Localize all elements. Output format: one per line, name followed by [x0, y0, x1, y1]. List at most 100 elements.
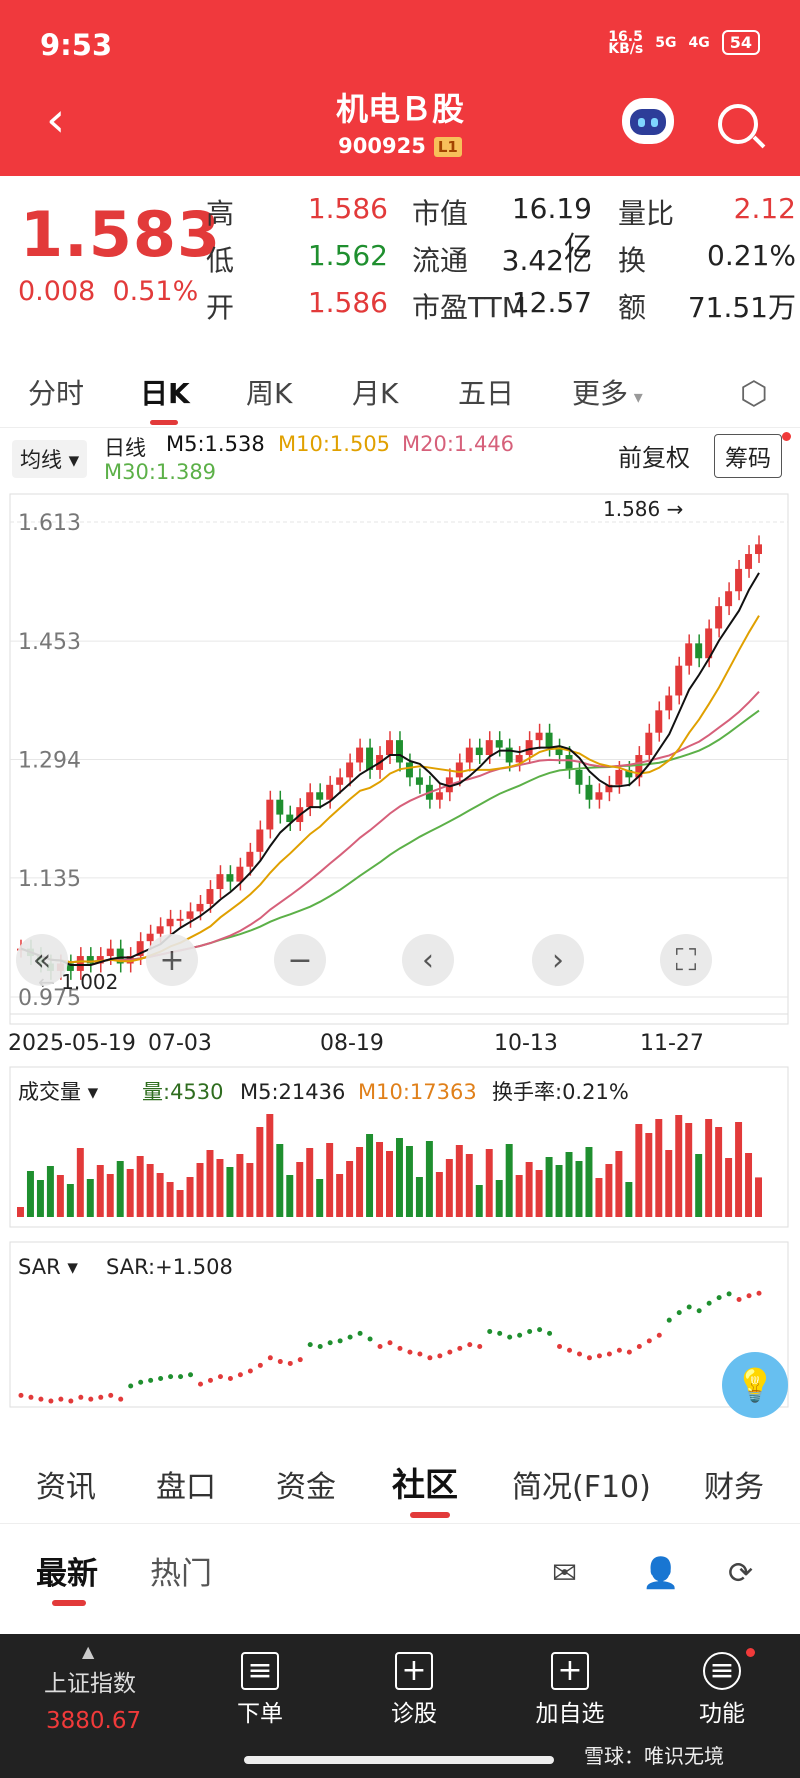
- tab-weekly-k[interactable]: 周K: [246, 377, 293, 410]
- chevron-up-icon: ▲: [82, 1642, 95, 1661]
- volume-bar: [126, 1169, 134, 1217]
- volume-bar: [685, 1123, 693, 1217]
- diagnose-button[interactable]: + 诊股: [384, 1652, 444, 1728]
- tab-funds[interactable]: 资金: [276, 1470, 336, 1505]
- chevron-down-icon: ▾: [628, 387, 643, 408]
- candle-body: [356, 747, 364, 763]
- sar-dot: [148, 1377, 154, 1383]
- candle-body: [266, 799, 274, 830]
- assistant-robot-icon[interactable]: [622, 98, 674, 144]
- sar-dot: [467, 1342, 473, 1348]
- sar-dot: [198, 1381, 204, 1387]
- search-icon[interactable]: [718, 104, 758, 144]
- sar-dot: [437, 1353, 443, 1359]
- volume-bar: [86, 1179, 94, 1217]
- sar-dot: [537, 1327, 543, 1333]
- order-button[interactable]: ≡ 下单: [230, 1652, 290, 1728]
- sar-dot: [517, 1332, 523, 1338]
- candle-body: [695, 643, 703, 659]
- tab-latest[interactable]: 最新: [36, 1556, 98, 1592]
- volume-bar: [615, 1151, 623, 1217]
- sar-dot: [327, 1340, 333, 1346]
- candle-body: [106, 948, 114, 957]
- sar-frame: [9, 1241, 789, 1408]
- index-name[interactable]: 上证指数: [44, 1671, 136, 1697]
- lightbulb-icon[interactable]: 💡: [722, 1352, 788, 1418]
- candle-body: [415, 777, 423, 785]
- volume-ma5: M5:21436: [240, 1080, 345, 1104]
- add-watchlist-button[interactable]: + 加自选: [530, 1652, 610, 1728]
- refresh-icon[interactable]: ⟳: [728, 1556, 754, 1591]
- candle-body: [66, 963, 74, 971]
- sar-dot: [407, 1349, 413, 1355]
- tab-monthly-k[interactable]: 月K: [352, 377, 399, 410]
- volume-bar: [525, 1162, 533, 1217]
- function-button[interactable]: ≡ 功能: [692, 1652, 752, 1728]
- kline-chart-area[interactable]: 1.613 1.453 1.294 1.135 0.975 1.586 → ← 1.002 2…: [8, 492, 790, 1492]
- rewind-icon[interactable]: «: [16, 934, 68, 986]
- order-label: 下单: [237, 1701, 283, 1727]
- fullscreen-icon[interactable]: ⛶: [660, 934, 712, 986]
- y-tick-label: 1.294: [18, 749, 81, 774]
- candle-body: [505, 747, 513, 763]
- settings-hexagon-icon[interactable]: ⬡: [740, 374, 768, 412]
- sar-dot: [716, 1295, 722, 1301]
- turnover-rate: 换手率:0.21%: [492, 1080, 629, 1104]
- index-value: 3880.67: [46, 1708, 142, 1734]
- tab-five-day[interactable]: 五日: [458, 377, 515, 410]
- scroll-left-icon[interactable]: ‹: [402, 934, 454, 986]
- volume-bar: [26, 1171, 34, 1217]
- sar-dot: [736, 1296, 742, 1302]
- order-icon: ≡: [241, 1652, 279, 1690]
- signal-4g-icon: 4G: [688, 34, 710, 51]
- candle-body: [116, 948, 124, 964]
- candle-body: [595, 792, 603, 800]
- zoom-in-icon[interactable]: +: [146, 934, 198, 986]
- tab-f10[interactable]: 简况(F10): [512, 1470, 651, 1505]
- tab-hot[interactable]: 热门: [150, 1556, 212, 1592]
- candle-body: [366, 747, 374, 770]
- volume-bar: [745, 1153, 753, 1217]
- sar-dot: [237, 1372, 243, 1378]
- x-tick-label: 07-03: [148, 1031, 212, 1056]
- tab-daily-k[interactable]: 日K: [140, 377, 190, 410]
- volume-bar: [715, 1127, 723, 1217]
- mail-icon[interactable]: ✉: [552, 1556, 578, 1591]
- volume-bar: [366, 1134, 374, 1217]
- volume-bar: [66, 1184, 74, 1217]
- candle-body: [745, 554, 753, 569]
- quote-value: 1.586: [307, 192, 388, 225]
- volume-bar: [425, 1141, 433, 1217]
- sar-dot: [387, 1340, 393, 1346]
- active-section-underline: [410, 1512, 450, 1518]
- tab-finance[interactable]: 财务: [704, 1470, 764, 1505]
- back-button[interactable]: ‹: [46, 92, 66, 148]
- signal-5g-icon: 5G: [655, 34, 677, 51]
- adjust-mode[interactable]: 前复权: [618, 444, 690, 472]
- sar-dot: [227, 1375, 233, 1381]
- volume-bar: [276, 1144, 284, 1217]
- candle-body: [715, 606, 723, 629]
- volume-bar: [96, 1165, 104, 1217]
- tab-community[interactable]: 社区: [392, 1465, 458, 1504]
- volume-bar: [475, 1185, 483, 1217]
- sar-dot: [756, 1290, 762, 1296]
- volume-bar: [485, 1149, 493, 1217]
- volume-frame: [9, 1066, 789, 1228]
- quote-label: 开: [206, 291, 235, 324]
- tab-news[interactable]: 资讯: [36, 1470, 96, 1505]
- zoom-out-icon[interactable]: −: [274, 934, 326, 986]
- scroll-right-icon[interactable]: ›: [532, 934, 584, 986]
- tab-intraday[interactable]: 分时: [28, 377, 85, 410]
- candle-body: [515, 755, 523, 763]
- sar-dot: [547, 1330, 553, 1336]
- tab-order-book[interactable]: 盘口: [156, 1470, 216, 1505]
- user-icon[interactable]: 👤: [642, 1556, 680, 1591]
- volume-bar: [376, 1142, 384, 1217]
- chip-distribution-button[interactable]: 筹码: [714, 434, 782, 478]
- volume-bar: [146, 1164, 154, 1217]
- tab-more[interactable]: 更多 ▾: [572, 372, 643, 412]
- ma-select[interactable]: 均线 ▾: [12, 440, 88, 478]
- volume-bar: [176, 1190, 184, 1217]
